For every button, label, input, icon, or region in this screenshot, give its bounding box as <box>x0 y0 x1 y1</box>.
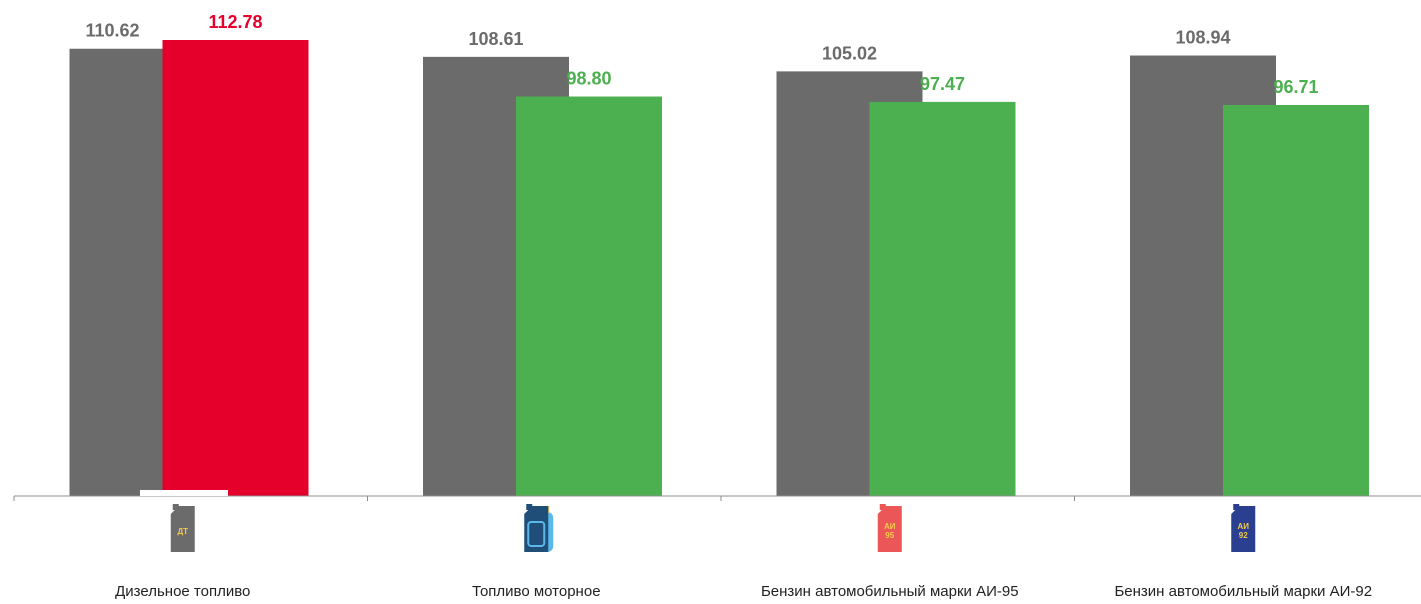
data-label-s1-4: 108.94 <box>1175 28 1230 48</box>
canister-spout-shape <box>526 504 533 510</box>
data-label-s1-1: 110.62 <box>85 21 139 41</box>
data-label-s2-2: 98.80 <box>566 69 611 89</box>
category-label-1: Дизельное топливо <box>115 583 250 600</box>
canister-text: 95 <box>885 531 894 540</box>
category-label-3: Бензин автомобильный марки АИ-95 <box>761 583 1019 600</box>
data-label-s2-1: 112.78 <box>208 12 262 32</box>
canister-spout-shape <box>172 504 179 510</box>
canister-spout-shape <box>879 504 886 510</box>
bar-s2-2 <box>516 96 662 497</box>
canister-panel-shape <box>527 521 546 547</box>
canister-text: 92 <box>1239 531 1248 540</box>
data-label-s1-2: 108.61 <box>468 29 523 49</box>
canister-spout-shape <box>1233 504 1240 510</box>
bars-layer <box>69 40 1369 497</box>
canister-text: АИ <box>1237 522 1249 531</box>
canister-body-shape <box>877 506 902 552</box>
canister-body-shape <box>1231 506 1256 552</box>
bar-s2-1 <box>162 40 309 496</box>
value-labels-layer: 110.62 112.78 108.61 98.80 105.02 97.47 108.94… <box>85 12 1318 97</box>
canister-text: ДТ <box>177 527 188 536</box>
data-label-s1-3: 105.02 <box>822 43 877 63</box>
diesel-canister-icon: ДТ <box>170 504 195 552</box>
data-label-s2-3: 97.47 <box>920 74 965 94</box>
category-label-4: Бензин автомобильный марки АИ-92 <box>1114 583 1372 600</box>
bar-s2-4 <box>1223 104 1369 497</box>
axis-gap-shape <box>140 490 228 496</box>
bar-s2-3 <box>869 101 1016 496</box>
data-label-s2-4: 96.71 <box>1273 77 1318 97</box>
category-labels-layer: Дизельное топливо Топливо моторное Бензин … <box>115 583 1372 600</box>
motor-fuel-canister-icon <box>524 504 554 552</box>
category-label-2: Топливо моторное <box>472 583 601 600</box>
x-axis <box>13 490 1421 501</box>
canister-text: АИ <box>884 522 896 531</box>
canister-body-shape <box>524 506 549 552</box>
canister-body-shape <box>170 506 195 552</box>
